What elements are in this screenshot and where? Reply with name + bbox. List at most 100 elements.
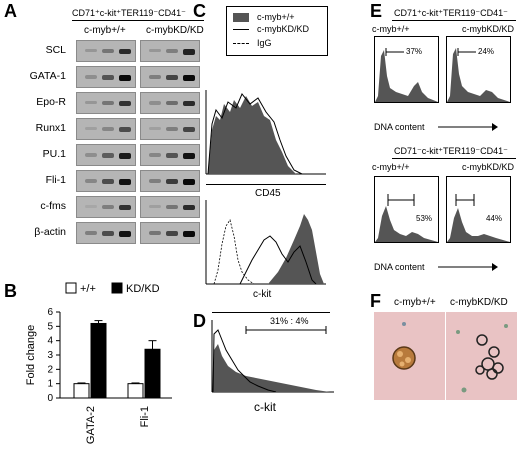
legend-label: KD/KD [126, 283, 160, 295]
gel-band [119, 153, 131, 159]
gel-band [102, 231, 114, 236]
gel-strip [76, 66, 136, 88]
gel-band [85, 127, 97, 131]
gene-label: c-fms [40, 200, 66, 212]
gel-band [183, 101, 195, 107]
gel-band [119, 205, 131, 211]
gel-band [183, 231, 195, 237]
panel-e-top-header-line [392, 20, 516, 21]
gel-band [85, 75, 97, 79]
gel-strip [140, 66, 200, 88]
panel-f-label: F [370, 291, 381, 311]
panel-c-cd45-label: CD45 [255, 188, 281, 199]
gel-band [102, 101, 114, 106]
panel-d-histogram [211, 320, 334, 393]
gel-band [85, 153, 97, 157]
panel-e-hist-top-kd [446, 36, 511, 103]
gel-band [149, 101, 161, 105]
gel-strip [76, 222, 136, 244]
bar [127, 383, 144, 399]
gel-band [102, 153, 114, 158]
panel-e-pct-bottom-wt: 53% [416, 214, 433, 223]
y-tick-label: 3 [47, 350, 53, 361]
panel-e-top-kd: c-mybKD/KD [462, 24, 515, 34]
panel-e-bottom-kd: c-mybKD/KD [462, 162, 515, 172]
gel-strip [140, 40, 200, 62]
x-tick-label: Fli-1 [139, 406, 151, 427]
panel-d-gate-label: 31% : 4% [270, 316, 309, 326]
panel-c-legend: c-myb+/+ c-mybKD/KD IgG [226, 6, 328, 56]
panel-e-top-axis-label: DNA content [374, 122, 425, 132]
panel-e-label: E [370, 1, 383, 21]
panel-c-xlabel: c-kit [253, 289, 272, 300]
gel-band [85, 205, 97, 209]
gene-label: SCL [45, 44, 66, 56]
panel-d-frame-top [212, 312, 330, 313]
panel-f-kd-label: c-mybKD/KD [450, 297, 508, 308]
gel-band [85, 179, 97, 183]
y-tick-label: 4 [47, 336, 53, 347]
gel-strip [140, 92, 200, 114]
y-tick-label: 2 [47, 364, 53, 375]
gel-band [149, 75, 161, 79]
gene-label: β-actin [34, 226, 66, 238]
gel-band [149, 127, 161, 131]
gel-band [149, 231, 161, 236]
gel-band [149, 49, 161, 53]
panel-b-label: B [4, 281, 17, 301]
panel-e-bottom-header-line [392, 158, 516, 159]
panel-c-histogram-bottom [205, 200, 326, 285]
panel-c-histogram-top [205, 90, 326, 175]
gene-label: GATA-1 [29, 70, 66, 82]
gene-label: PU.1 [42, 148, 66, 160]
gel-band [183, 179, 195, 185]
legend-kd-swatch [233, 29, 249, 30]
legend-igg-text: IgG [257, 38, 272, 48]
y-tick-label: 0 [47, 393, 53, 404]
y-tick-label: 6 [47, 307, 53, 318]
gel-band [166, 205, 178, 210]
panel-e-pct-bottom-kd: 44% [486, 214, 503, 223]
gene-label: Fli-1 [45, 174, 66, 186]
gene-label: Runx1 [35, 122, 66, 134]
panel-e-pct-top-kd: 24% [478, 47, 495, 56]
gel-band [183, 205, 195, 211]
bar-chart: 0 1 2 3 4 5 6 Fold change GATA-2 Fli-1 +/+ KD/KD [25, 282, 172, 444]
gel-band [166, 179, 178, 185]
panel-e-bottom-axis-label: DNA content [374, 262, 425, 272]
panel-a-header-line [72, 20, 204, 21]
y-tick-label: 1 [47, 379, 53, 390]
gel-band [102, 75, 114, 80]
panel-e-top-axis-arrow [438, 123, 498, 131]
legend-label: +/+ [80, 283, 96, 295]
legend-swatch [65, 282, 77, 294]
legend-swatch [111, 282, 123, 294]
gel-strip [76, 40, 136, 62]
gel-strip [76, 144, 136, 166]
panel-d-xlabel: c-kit [254, 400, 276, 414]
panel-c-label: C [193, 1, 206, 21]
gel-band [149, 205, 161, 209]
panel-e-bottom-axis-arrow [438, 263, 498, 271]
gel-band [149, 179, 161, 183]
gel-band [166, 49, 178, 53]
panel-e-bottom-header: CD71⁻c-kit⁺TER119⁻CD41⁻ [394, 146, 508, 156]
panel-a-genotype-kd: c-mybKD/KD [146, 25, 204, 36]
gel-band [119, 127, 131, 132]
bar [90, 322, 107, 399]
gel-band [119, 49, 131, 55]
bar [144, 348, 161, 399]
panel-e-bottom-wt: c-myb+/+ [372, 162, 410, 172]
legend-wt-text: c-myb+/+ [257, 12, 295, 22]
y-axis-label: Fold change [25, 325, 37, 386]
gel-strip [76, 92, 136, 114]
panel-e-pct-top-wt: 37% [406, 47, 423, 56]
legend-igg-swatch [233, 43, 249, 44]
y-tick-label: 5 [47, 321, 53, 332]
bar [73, 383, 90, 399]
panel-d-label: D [193, 311, 206, 331]
gel-band [119, 231, 131, 237]
panel-a-label: A [4, 1, 17, 21]
panel-e-hist-bottom-kd [446, 176, 511, 243]
gel-band [85, 231, 97, 235]
